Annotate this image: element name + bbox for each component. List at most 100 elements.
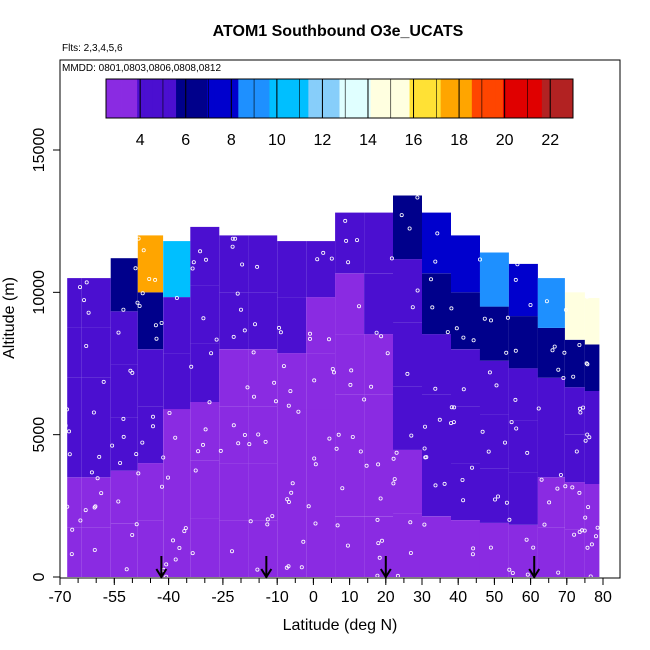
observation-point	[242, 328, 247, 333]
observation-point	[136, 236, 141, 241]
observation-point	[346, 260, 351, 265]
observation-point	[505, 315, 510, 320]
observation-point	[286, 403, 291, 408]
y-axis-label: Altitude (m)	[1, 277, 18, 359]
colorbar-segment	[323, 79, 333, 118]
heatmap-cell	[219, 463, 249, 520]
colorbar-segment	[565, 79, 574, 118]
observation-point	[550, 348, 555, 353]
observation-point	[92, 548, 97, 553]
observation-point	[63, 423, 68, 428]
observation-point	[59, 341, 64, 346]
observation-point	[252, 322, 257, 327]
colorbar-tick-label: 18	[450, 132, 468, 149]
observation-point	[349, 368, 354, 373]
heatmap-cell	[219, 292, 249, 350]
observation-point	[174, 295, 179, 300]
observation-point	[391, 456, 396, 461]
colorbar-segment	[176, 79, 185, 118]
x-tick-label: -10	[266, 589, 289, 606]
colorbar-segment	[246, 79, 255, 118]
observation-point	[525, 450, 530, 455]
observation-point	[449, 306, 454, 311]
observation-point	[290, 481, 295, 486]
observation-point	[193, 468, 198, 473]
colorbar-segment	[207, 79, 216, 118]
colorbar-segment	[292, 79, 301, 118]
heatmap-cell	[306, 353, 336, 410]
observation-point	[480, 429, 485, 434]
observation-point	[99, 491, 104, 496]
observation-point	[585, 362, 590, 367]
observation-point	[415, 195, 420, 200]
observation-point	[358, 449, 363, 454]
colorbar-segment	[300, 79, 309, 118]
heatmap-cell	[479, 414, 509, 469]
colorbar-tick-label: 6	[181, 132, 190, 149]
observation-point	[124, 567, 129, 572]
observation-point	[95, 476, 100, 481]
colorbar-segment	[393, 79, 403, 118]
observation-point	[330, 366, 335, 371]
x-tick-label: 20	[377, 589, 395, 606]
heatmap-cell	[364, 334, 394, 395]
colorbar-segment	[355, 79, 364, 118]
heatmap-cell	[110, 417, 138, 471]
heatmap-cell	[451, 463, 480, 520]
observation-point	[563, 307, 568, 312]
observation-point	[586, 505, 591, 510]
heatmap-cell	[306, 297, 336, 354]
heatmap-cell	[163, 297, 191, 354]
colorbar-segment	[479, 79, 488, 118]
heatmap-cell	[67, 427, 82, 478]
observation-point	[251, 350, 256, 355]
observation-point	[487, 370, 492, 375]
observation-point	[513, 348, 518, 353]
observation-point	[513, 397, 518, 402]
observation-point	[556, 367, 561, 372]
observation-point	[159, 320, 164, 325]
observation-point	[173, 435, 178, 440]
observation-point	[218, 448, 223, 453]
observation-point	[240, 262, 245, 267]
heatmap-cell	[277, 297, 307, 354]
observation-point	[164, 562, 169, 567]
heatmap-cell	[508, 263, 538, 317]
heatmap-cell	[422, 455, 451, 517]
colorbar-tick-label: 22	[541, 132, 559, 149]
heatmap-cell	[479, 360, 509, 415]
x-tick-label: 50	[486, 589, 504, 606]
flights-note: Flts: 2,3,4,5,6	[62, 43, 123, 54]
colorbar-segment	[386, 79, 395, 118]
observation-point	[385, 351, 390, 356]
heatmap-cell	[451, 406, 480, 464]
colorbar-segment	[137, 79, 146, 118]
x-tick-label: 40	[449, 589, 467, 606]
observation-point	[147, 276, 152, 281]
observation-point	[336, 432, 341, 437]
colorbar-segment	[370, 79, 379, 118]
observation-point	[281, 364, 286, 369]
observation-point	[392, 477, 397, 482]
heatmap-cells	[67, 195, 600, 577]
observation-point	[343, 218, 348, 223]
observation-point	[542, 522, 547, 527]
dates-note: MMDD: 0801,0803,0806,0808,0812	[62, 63, 221, 74]
heatmap-cell	[508, 368, 538, 421]
observation-point	[313, 462, 318, 467]
heatmap-cell	[219, 520, 249, 577]
colorbar-segment	[121, 79, 130, 118]
heatmap-cell	[306, 521, 336, 577]
colorbar-segment	[339, 79, 348, 118]
observation-point	[110, 443, 115, 448]
heatmap-cell	[190, 460, 220, 519]
heatmap-cell	[479, 522, 509, 577]
observation-point	[389, 256, 394, 261]
observation-point	[408, 551, 413, 556]
heatmap-cell	[537, 427, 565, 478]
observation-point	[589, 542, 594, 547]
observation-point	[91, 410, 96, 415]
heatmap-cell	[393, 449, 422, 514]
colorbar-segment	[440, 79, 449, 118]
observation-point	[578, 410, 583, 415]
